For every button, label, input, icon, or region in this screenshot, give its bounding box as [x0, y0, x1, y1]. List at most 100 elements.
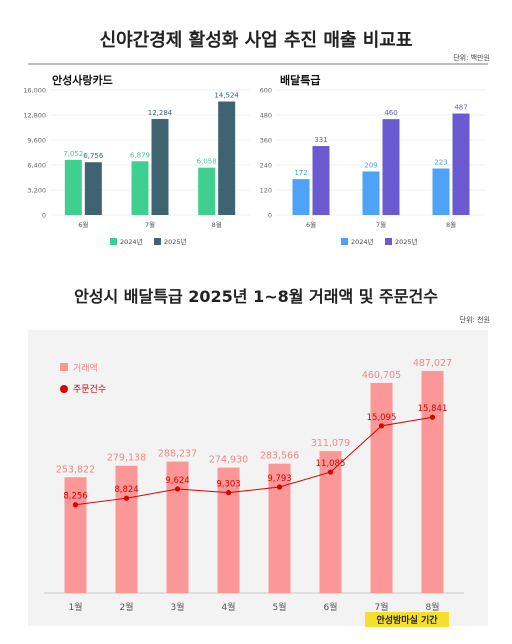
amount-bar	[268, 463, 291, 593]
bar	[198, 167, 216, 215]
x-tick-label: 6월	[323, 601, 337, 613]
bottom-unit: 단위: 천원	[460, 315, 490, 324]
monthly-chart: 253,822 1월 279,138 2월 288,237 3월 274,930 4월 283,…	[44, 358, 464, 627]
data-label: 12,284	[148, 109, 173, 117]
x-tick-label: 7월	[376, 220, 386, 229]
delivery-title: 배달특급	[280, 73, 320, 87]
y-tick-label: 120	[260, 187, 272, 195]
data-label: 6,058	[197, 158, 217, 166]
legend-label: 2025년	[164, 237, 187, 246]
x-tick-label: 8월	[212, 220, 222, 229]
x-tick-label: 7월	[145, 220, 155, 229]
orders-label: 8,256	[63, 492, 87, 502]
sarang-card-chart: 안성사랑카드 0 3,200 6,400 9,600 12,800 16,000 6월 7,0…	[23, 73, 250, 246]
legend-label: 2025년	[395, 237, 418, 246]
y-tick-label: 6,400	[27, 162, 46, 170]
orders-label: 9,303	[216, 480, 240, 490]
x-tick-label: 3월	[170, 601, 184, 613]
x-tick-label: 6월	[78, 220, 88, 229]
top-title: 신야간경제 활성화 사업 추진 매출 비교표	[100, 30, 413, 51]
y-tick-label: 12,800	[23, 112, 46, 120]
amount-bar	[370, 382, 393, 593]
legend-label-amount: 거래액	[73, 362, 98, 374]
bar	[131, 161, 149, 215]
legend-swatch	[154, 238, 161, 245]
bar	[382, 119, 400, 215]
amount-label: 283,566	[260, 451, 299, 462]
y-tick-label: 3,200	[27, 187, 46, 195]
data-label: 172	[294, 169, 307, 177]
amount-label: 253,822	[56, 464, 95, 475]
data-label: 460	[384, 109, 397, 117]
orders-label: 9,793	[267, 474, 291, 484]
x-tick-label: 1월	[68, 601, 82, 613]
y-tick-label: 600	[260, 87, 272, 95]
orders-point	[429, 414, 436, 420]
data-label: 209	[364, 161, 377, 169]
amount-bar	[421, 370, 444, 593]
legend-swatch	[341, 238, 348, 245]
y-tick-label: 0	[268, 212, 272, 220]
orders-point	[327, 469, 334, 475]
bottom-chart-bg	[28, 330, 488, 626]
bar	[452, 113, 470, 215]
top-unit: 단위: 백만원	[453, 53, 490, 62]
orders-label: 15,841	[418, 404, 448, 414]
x-tick-label: 7월	[374, 601, 388, 613]
bar	[218, 101, 236, 215]
orders-point	[123, 495, 130, 501]
y-tick-label: 240	[260, 162, 272, 170]
orders-label: 15,095	[367, 413, 397, 423]
orders-label: 9,624	[165, 476, 189, 486]
x-tick-label: 6월	[306, 220, 316, 229]
data-label: 487	[454, 104, 467, 112]
legend-swatch	[110, 238, 117, 245]
legend-label-orders: 주문건수	[73, 384, 106, 395]
data-label: 7,052	[63, 150, 83, 158]
orders-point	[276, 484, 283, 490]
bar	[292, 179, 310, 215]
legend-label: 2024년	[120, 237, 143, 246]
legend-swatch	[385, 238, 392, 245]
sarang-card-title: 안성사랑카드	[52, 73, 113, 87]
x-tick-label: 4월	[221, 601, 235, 613]
data-label: 6,879	[130, 151, 150, 159]
amount-label: 274,930	[209, 455, 248, 466]
bar	[312, 146, 330, 215]
amount-label: 311,079	[311, 438, 350, 449]
amount-bar	[217, 467, 240, 593]
y-tick-label: 0	[42, 212, 46, 220]
y-tick-label: 360	[260, 137, 272, 145]
bar	[84, 162, 102, 215]
x-tick-label: 8월	[446, 220, 456, 229]
y-tick-label: 9,600	[27, 137, 46, 145]
legend-swatch-amount	[60, 363, 68, 371]
bar	[432, 168, 450, 215]
data-label: 14,524	[214, 92, 239, 100]
amount-bar	[319, 451, 342, 593]
orders-point	[225, 490, 232, 496]
amount-label: 460,705	[362, 370, 401, 381]
x-tick-label: 2월	[119, 601, 133, 613]
orders-label: 11,085	[316, 459, 346, 469]
data-label: 6,756	[83, 152, 104, 160]
amount-label: 487,027	[413, 358, 452, 369]
bar	[64, 159, 82, 215]
bar	[362, 171, 380, 215]
legend-swatch-orders	[60, 385, 68, 393]
bottom-title: 안성시 배달특급 2025년 1~8월 거래액 및 주문건수	[74, 287, 438, 306]
legend-label: 2024년	[351, 237, 374, 246]
amount-label: 288,237	[158, 449, 197, 460]
orders-line	[75, 416, 433, 506]
orders-point	[72, 502, 79, 508]
x-tick-label: 8월	[425, 601, 439, 613]
amount-bar	[64, 477, 87, 593]
y-tick-label: 16,000	[23, 87, 46, 95]
amount-bar	[166, 461, 189, 593]
delivery-chart: 배달특급 0 120 240 360 480 600 6월 172 331 7월 209 460 8월 2…	[260, 73, 486, 246]
data-label: 331	[314, 136, 327, 144]
orders-point	[378, 423, 385, 429]
bar	[151, 119, 169, 215]
